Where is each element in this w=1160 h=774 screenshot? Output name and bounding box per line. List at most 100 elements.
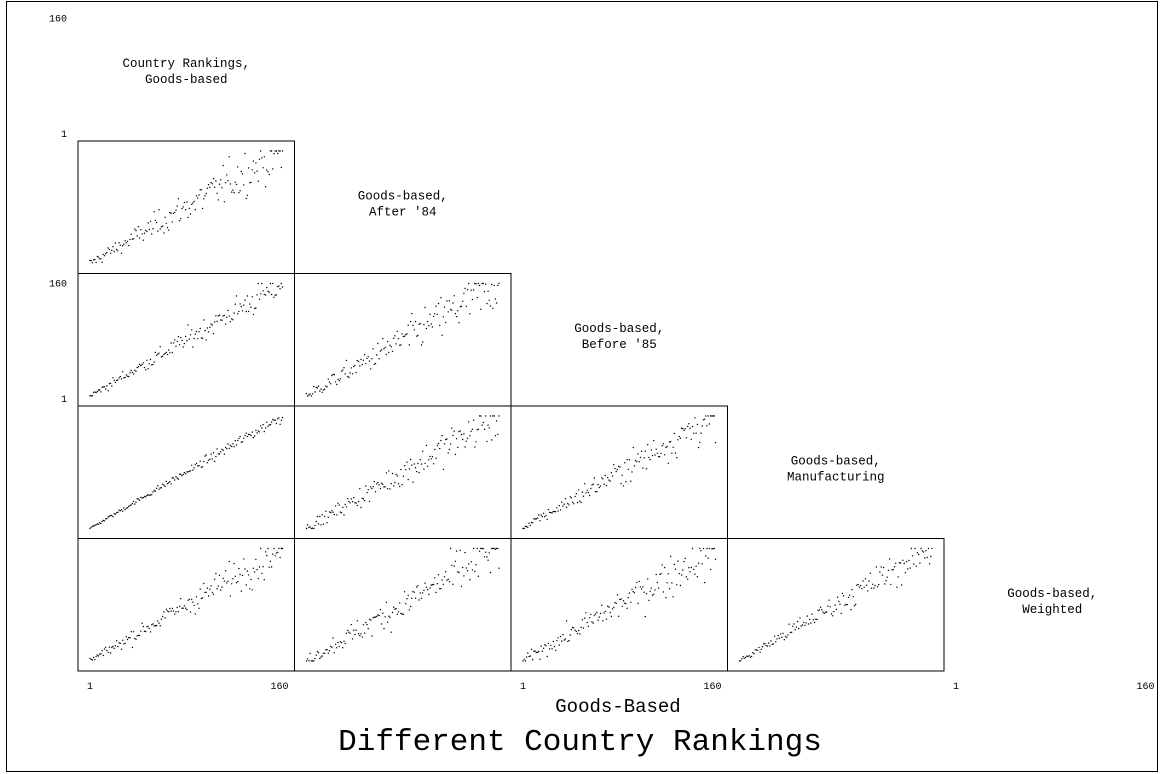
data-point xyxy=(455,438,458,440)
data-point xyxy=(209,458,211,460)
data-point xyxy=(278,417,280,419)
data-point xyxy=(342,506,344,509)
data-point xyxy=(390,482,392,485)
data-point xyxy=(464,287,466,290)
data-point xyxy=(784,635,787,637)
data-point xyxy=(359,488,361,490)
data-point xyxy=(129,637,131,639)
data-point xyxy=(393,606,395,608)
data-point xyxy=(416,470,418,473)
data-point xyxy=(388,470,390,472)
data-point xyxy=(361,636,363,638)
data-point xyxy=(702,419,705,421)
data-point xyxy=(226,582,228,584)
data-point xyxy=(126,507,129,509)
data-point xyxy=(578,489,580,491)
data-point xyxy=(399,602,401,604)
data-point xyxy=(221,187,223,189)
variable-label-2: Goods-based, Before '85 xyxy=(574,322,664,352)
data-point xyxy=(345,506,348,508)
data-point xyxy=(530,521,533,524)
data-point xyxy=(112,246,114,248)
data-point xyxy=(662,591,665,593)
data-point xyxy=(699,441,701,443)
data-point xyxy=(120,648,123,650)
data-point xyxy=(527,652,529,654)
data-point xyxy=(386,621,389,623)
data-point xyxy=(94,258,96,261)
x-tick-left-c4: 1 xyxy=(953,682,959,693)
data-point xyxy=(455,315,458,318)
data-point xyxy=(124,240,126,242)
data-point xyxy=(451,564,453,566)
data-point xyxy=(92,391,95,394)
data-point xyxy=(321,655,323,657)
data-point xyxy=(279,150,281,152)
data-point xyxy=(157,485,159,487)
data-point xyxy=(588,494,591,497)
data-point xyxy=(205,192,207,195)
data-point xyxy=(194,333,196,335)
data-point xyxy=(400,612,402,615)
data-point xyxy=(215,315,217,317)
data-point xyxy=(609,611,611,614)
data-point xyxy=(317,385,320,387)
data-point xyxy=(308,526,310,529)
data-point xyxy=(769,645,771,647)
data-point xyxy=(178,344,181,346)
data-point xyxy=(197,603,199,605)
data-point xyxy=(260,425,262,427)
data-point xyxy=(189,611,192,613)
data-point xyxy=(159,346,161,348)
data-point xyxy=(575,630,577,633)
data-point xyxy=(314,657,316,660)
data-point xyxy=(151,233,153,235)
data-point xyxy=(687,578,689,580)
data-point xyxy=(455,550,458,552)
data-point xyxy=(362,359,365,361)
data-point xyxy=(744,656,747,659)
data-point xyxy=(166,227,169,229)
data-point xyxy=(868,580,870,582)
data-point xyxy=(493,284,495,287)
data-point xyxy=(463,433,465,435)
data-point xyxy=(418,599,420,601)
data-point xyxy=(931,547,933,550)
data-point xyxy=(690,566,692,569)
data-point xyxy=(359,365,361,367)
data-point xyxy=(434,448,436,451)
data-point xyxy=(370,619,372,621)
data-point xyxy=(160,226,163,228)
data-point xyxy=(317,652,320,654)
data-point xyxy=(650,449,652,451)
data-point xyxy=(118,377,120,379)
data-point xyxy=(153,625,155,627)
data-point xyxy=(453,565,455,567)
data-point xyxy=(559,635,562,638)
data-point xyxy=(350,624,352,626)
data-point xyxy=(544,644,546,646)
data-point xyxy=(149,494,152,496)
data-point xyxy=(382,337,384,340)
data-point xyxy=(666,582,668,584)
data-point xyxy=(100,258,102,260)
data-point xyxy=(91,395,94,397)
data-point xyxy=(260,150,262,152)
data-point xyxy=(497,547,499,550)
data-point xyxy=(351,638,354,640)
data-point xyxy=(541,650,544,652)
data-point xyxy=(366,491,368,494)
data-point xyxy=(796,620,799,623)
data-point xyxy=(327,652,329,654)
data-point xyxy=(95,261,97,264)
data-point xyxy=(168,229,170,231)
data-point xyxy=(365,485,367,487)
data-point xyxy=(227,309,229,312)
data-point xyxy=(673,432,675,435)
data-point xyxy=(372,486,374,488)
data-point xyxy=(115,640,118,642)
data-point xyxy=(229,321,232,323)
data-point xyxy=(528,655,530,658)
data-point xyxy=(665,446,667,449)
data-point xyxy=(839,603,841,605)
